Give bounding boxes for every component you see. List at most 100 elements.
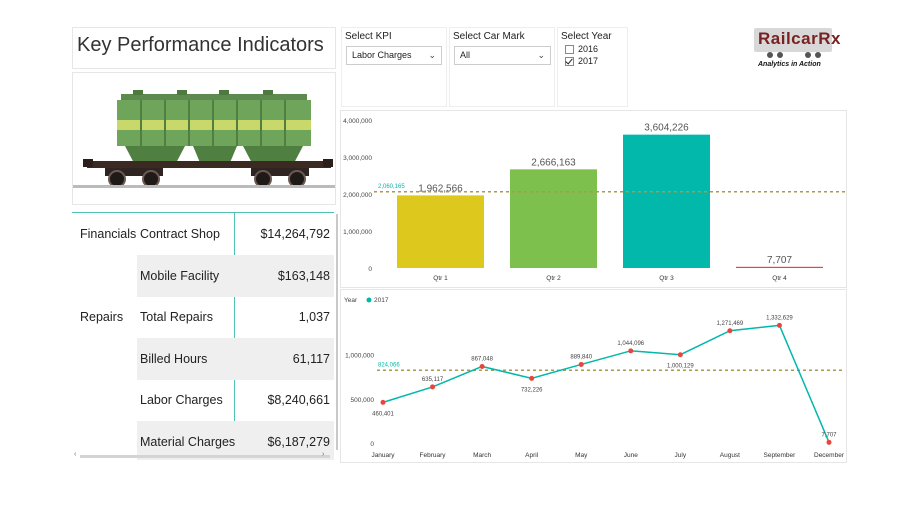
year-slicer: Select Year 2016 2017 <box>557 27 628 107</box>
point-data-label: 732,226 <box>521 387 543 393</box>
legend-series-name: 2017 <box>374 297 389 304</box>
row-metric: Total Repairs <box>140 310 213 324</box>
scroll-left-icon[interactable]: ‹ <box>74 451 77 458</box>
point-data-label: 1,271,469 <box>717 321 744 327</box>
row-metric: Contract Shop <box>140 227 220 241</box>
bar-chart-svg: 0 1,000,000 2,000,000 3,000,000 4,000,000 1,9… <box>343 118 846 282</box>
year-option-2016[interactable]: 2016 <box>565 44 598 54</box>
railcarrx-logo: RailcarRx Analytics in Action <box>752 27 840 73</box>
data-point <box>430 384 436 390</box>
table-row: Material Charges $6,187,279 <box>137 420 334 460</box>
car-mark-selected-value: All <box>460 50 471 60</box>
y-tick-label: 0 <box>368 266 372 273</box>
data-point <box>677 352 683 358</box>
row-metric: Labor Charges <box>140 393 223 407</box>
vertical-scrollbar-thumb[interactable] <box>336 214 338 450</box>
table-row: Mobile Facility $163,148 <box>137 254 334 297</box>
year-slicer-label: Select Year <box>561 31 612 42</box>
kpi-slicer-label: Select KPI <box>345 31 392 42</box>
year-option-label: 2017 <box>578 56 599 66</box>
car-mark-slicer-label: Select Car Mark <box>453 31 525 42</box>
table-column-rule <box>234 212 235 458</box>
bar-qtr-2 <box>509 169 598 268</box>
chevron-down-icon: ⌄ <box>428 50 436 60</box>
data-point <box>776 322 782 328</box>
kpi-table: Financials Contract Shop $14,264,792 Mobile… <box>72 208 338 460</box>
table-row: Financials Contract Shop $14,264,792 <box>72 213 334 255</box>
row-value: $8,240,661 <box>267 393 330 407</box>
vertical-scrollbar-track[interactable] <box>336 214 338 450</box>
point-data-label: 867,048 <box>471 356 493 362</box>
table-row: Repairs Total Repairs 1,037 <box>72 296 334 338</box>
year-option-label: 2016 <box>578 44 599 54</box>
scroll-right-icon[interactable]: › <box>322 451 325 458</box>
data-point <box>479 363 485 369</box>
x-tick-label: Qtr 3 <box>659 275 674 282</box>
point-data-label: 889,840 <box>570 354 592 360</box>
row-category: Financials <box>80 227 137 241</box>
point-data-label: 1,044,096 <box>617 341 644 347</box>
y-tick-label: 0 <box>370 441 374 448</box>
point-data-label: 1,332,629 <box>766 315 793 321</box>
x-tick-label: May <box>575 452 588 459</box>
row-value: 61,117 <box>292 351 330 366</box>
bar-data-label: 1,962,566 <box>418 183 463 194</box>
x-tick-label: December <box>814 452 845 459</box>
chevron-down-icon: ⌄ <box>537 50 545 60</box>
kpi-slicer: Select KPI Labor Charges ⌄ <box>341 27 447 107</box>
point-data-label: 635,117 <box>422 377 444 383</box>
data-point <box>529 375 535 381</box>
bar-data-label: 3,604,226 <box>644 123 689 134</box>
data-point <box>628 348 634 354</box>
data-point <box>826 439 832 445</box>
series-line-2017 <box>382 324 830 443</box>
kpi-selected-value: Labor Charges <box>352 50 412 60</box>
x-tick-label: September <box>764 452 797 459</box>
x-tick-label: March <box>473 452 491 459</box>
table-top-rule <box>72 212 334 213</box>
row-category: Repairs <box>80 310 124 324</box>
x-tick-label: April <box>525 452 539 459</box>
bar-qtr-1 <box>396 195 485 268</box>
y-tick-label: 3,000,000 <box>343 155 372 162</box>
y-tick-label: 500,000 <box>351 397 375 404</box>
car-mark-dropdown[interactable]: All ⌄ <box>454 46 551 65</box>
point-data-label: 7,707 <box>821 432 837 438</box>
x-tick-label: Qtr 4 <box>772 275 787 282</box>
monthly-line-chart: Year 2017 0 500,000 1,000,000 824,066 460,401 J… <box>340 289 847 463</box>
data-point <box>727 328 733 334</box>
average-label: 2,060,165 <box>378 184 405 190</box>
bar-qtr-3 <box>622 134 711 268</box>
x-tick-label: Qtr 2 <box>546 275 561 282</box>
x-tick-label: July <box>675 452 687 459</box>
point-data-label: 1,000,129 <box>667 364 694 370</box>
hopper-car-illustration <box>73 73 335 204</box>
x-tick-label: June <box>624 452 638 459</box>
row-value: 1,037 <box>298 310 330 324</box>
table-row: Labor Charges $8,240,661 <box>72 379 334 421</box>
line-chart-svg: Year 2017 0 500,000 1,000,000 824,066 460,401 J… <box>344 297 845 459</box>
x-tick-label: February <box>420 452 447 459</box>
data-point <box>578 361 584 367</box>
y-tick-label: 1,000,000 <box>343 229 372 236</box>
x-tick-label: January <box>371 452 395 459</box>
railcar-image-card <box>72 72 336 205</box>
bar-data-label: 2,666,163 <box>531 157 576 168</box>
row-value: $6,187,279 <box>267 434 330 449</box>
average-label: 824,066 <box>378 362 400 368</box>
kpi-dropdown[interactable]: Labor Charges ⌄ <box>346 46 442 65</box>
data-point <box>380 399 386 405</box>
year-option-2017[interactable]: 2017 <box>565 56 598 66</box>
table-row: Billed Hours 61,117 <box>137 337 334 380</box>
checkbox-icon <box>565 44 574 54</box>
horizontal-scrollbar[interactable] <box>80 455 330 458</box>
checkbox-checked-icon <box>565 56 574 66</box>
row-metric: Billed Hours <box>140 351 208 366</box>
quarterly-bar-chart: 0 1,000,000 2,000,000 3,000,000 4,000,000 1,9… <box>340 110 847 288</box>
x-tick-label: Qtr 1 <box>433 275 448 282</box>
x-tick-label: August <box>720 452 740 459</box>
bar-data-label: 7,707 <box>767 255 792 266</box>
car-mark-slicer: Select Car Mark All ⌄ <box>449 27 555 107</box>
row-value: $14,264,792 <box>260 227 330 241</box>
y-tick-label: 1,000,000 <box>345 353 374 360</box>
